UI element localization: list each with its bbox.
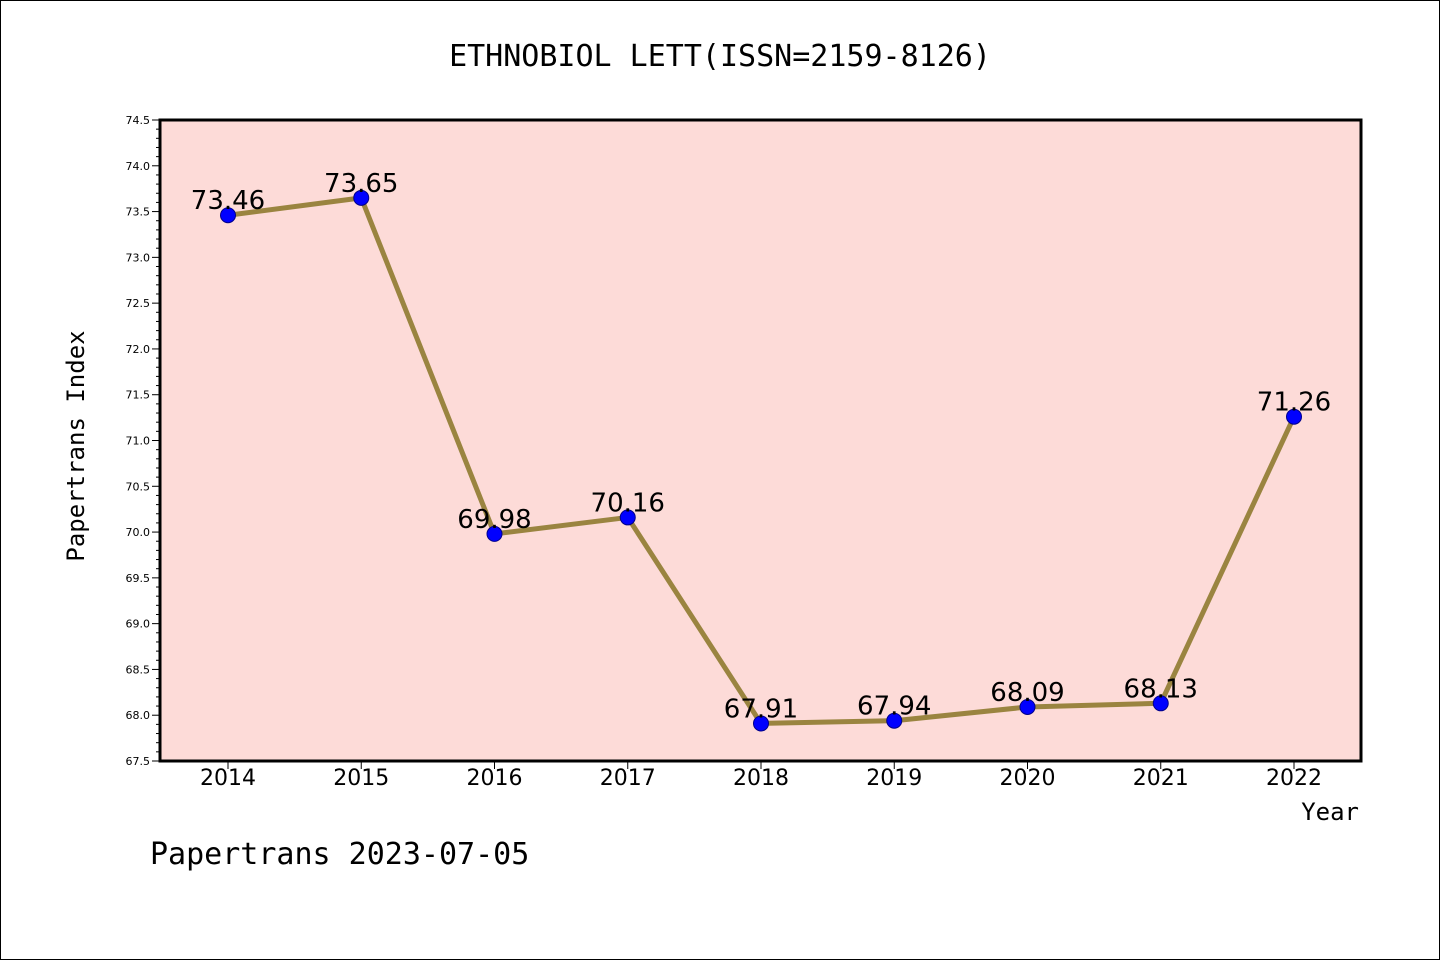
- y-tick-label: 70.0: [126, 526, 151, 539]
- data-label: 67.91: [724, 694, 798, 724]
- data-label: 68.09: [990, 678, 1064, 708]
- y-tick-label: 73.0: [126, 251, 151, 264]
- y-tick-label: 68.5: [126, 663, 151, 676]
- x-tick-label: 2022: [1266, 766, 1322, 791]
- data-label: 69.98: [457, 505, 531, 535]
- x-axis-title: Year: [1301, 798, 1359, 826]
- data-point: [486, 525, 503, 542]
- y-tick-label: 70.5: [126, 480, 151, 493]
- data-labels: 73.46 73.65 69.98 70.16 67.91 67.94 68.09 68.13…: [191, 169, 1331, 725]
- data-point: [753, 715, 769, 732]
- x-tick-label: 2018: [733, 766, 789, 791]
- x-axis: 2014 2015 2016 2017 2018 2019 2020 2021 2022: [200, 761, 1322, 791]
- data-point: [1152, 695, 1169, 712]
- data-point: [353, 189, 370, 206]
- x-tick-label: 2015: [333, 766, 389, 791]
- plot-area: [158, 118, 1363, 763]
- x-tick-label: 2014: [200, 766, 256, 791]
- data-label: 70.16: [591, 488, 665, 518]
- data-label: 73.65: [324, 169, 398, 199]
- y-tick-label: 73.5: [126, 206, 151, 219]
- y-tick-label: 74.0: [126, 160, 151, 173]
- data-point: [220, 207, 236, 224]
- y-tick-label: 69.0: [126, 618, 151, 631]
- y-tick-label: 68.0: [126, 709, 151, 722]
- chart-title: ETHNOBIOL LETT(ISSN=2159-8126): [449, 39, 991, 74]
- y-axis: 67.5 68.0 68.5 69.0 69.5 70.0 70.5 71.0 71.5 72.0…: [126, 114, 160, 768]
- data-point: [619, 509, 636, 526]
- y-tick-label: 71.5: [126, 389, 151, 402]
- data-point: [1286, 408, 1302, 425]
- y-tick-label: 71.0: [126, 435, 151, 448]
- x-tick-label: 2021: [1133, 766, 1189, 791]
- data-label: 68.13: [1124, 674, 1198, 704]
- x-tick-label: 2020: [1000, 766, 1056, 791]
- x-tick-label: 2017: [600, 766, 656, 791]
- x-tick-label: 2016: [467, 766, 523, 791]
- y-axis-title: Papertrans Index: [62, 330, 90, 561]
- y-tick-label: 67.5: [126, 755, 151, 768]
- footer-date: Papertrans 2023-07-05: [150, 837, 529, 872]
- data-label: 71.26: [1257, 388, 1331, 418]
- data-label: 67.94: [857, 692, 931, 722]
- data-point: [1019, 698, 1036, 715]
- x-tick-label: 2019: [866, 766, 922, 791]
- y-tick-label: 72.5: [126, 297, 151, 310]
- y-tick-label: 74.5: [126, 114, 151, 127]
- data-point: [886, 712, 903, 729]
- series-group: [220, 189, 1302, 732]
- y-tick-label: 69.5: [126, 572, 151, 585]
- y-tick-label: 72.0: [126, 343, 151, 356]
- data-label: 73.46: [191, 186, 265, 216]
